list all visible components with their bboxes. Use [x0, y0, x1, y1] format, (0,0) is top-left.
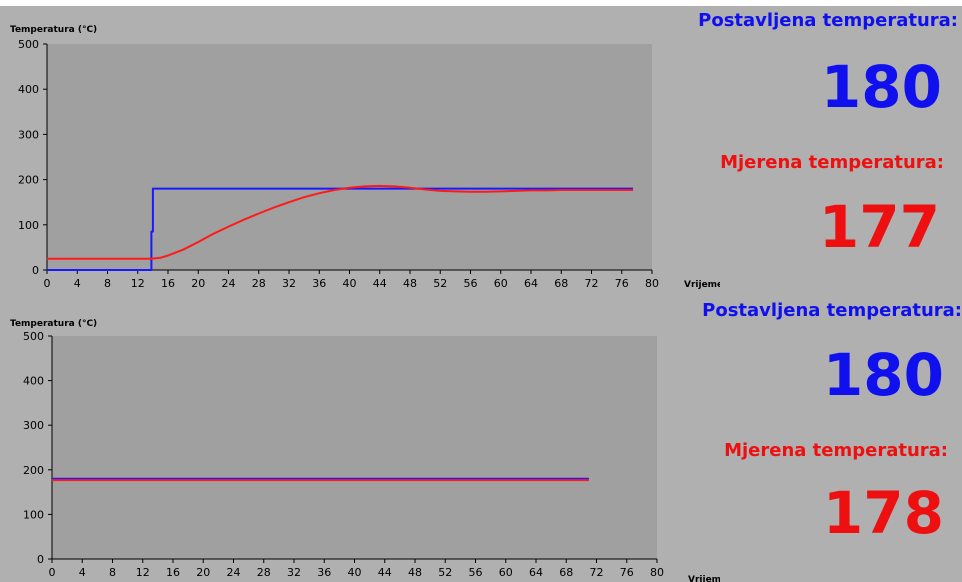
x-tick-label: 8 — [104, 277, 111, 290]
x-tick-label: 12 — [131, 277, 145, 290]
dashboard-panel: 0 100 200 300 400 500 0 4 8 12 16 20 24 28 32 36 40 44 48 5… — [0, 6, 962, 582]
setpoint-value-bottom: 180 — [822, 341, 944, 409]
x-tick-label: 4 — [79, 566, 86, 579]
x-tick-label: 4 — [74, 277, 81, 290]
plot-area — [47, 44, 652, 270]
plot-area — [52, 336, 657, 559]
x-tick-label: 60 — [499, 566, 513, 579]
x-tick-label: 32 — [282, 277, 296, 290]
x-tick-label: 36 — [312, 277, 326, 290]
x-tick-label: 16 — [166, 566, 180, 579]
x-tick-label: 0 — [49, 566, 56, 579]
x-tick-label: 56 — [469, 566, 483, 579]
x-tick-label: 48 — [408, 566, 422, 579]
x-tick-label: 0 — [44, 277, 51, 290]
x-tick-label: 20 — [191, 277, 205, 290]
x-tick-label: 24 — [222, 277, 236, 290]
y-tick-label: 500 — [18, 38, 39, 51]
measured-value-bottom: 178 — [822, 479, 944, 547]
setpoint-value-top: 180 — [820, 53, 942, 121]
x-tick-label: 36 — [317, 566, 331, 579]
x-tick-label: 64 — [529, 566, 543, 579]
x-tick-label: 8 — [109, 566, 116, 579]
x-tick-label: 32 — [287, 566, 301, 579]
x-tick-label: 68 — [559, 566, 573, 579]
x-tick-label: 12 — [136, 566, 150, 579]
setpoint-label-top: Postavljena temperatura: — [698, 10, 958, 31]
y-tick-label: 100 — [23, 508, 44, 521]
x-tick-label: 76 — [620, 566, 634, 579]
x-tick-label: 20 — [196, 566, 210, 579]
x-tick-label: 64 — [524, 277, 538, 290]
x-tick-label: 44 — [378, 566, 392, 579]
x-tick-label: 44 — [373, 277, 387, 290]
x-tick-label: 80 — [650, 566, 664, 579]
x-tick-label: 56 — [464, 277, 478, 290]
x-tick-label: 24 — [227, 566, 241, 579]
measured-value-top: 177 — [818, 193, 940, 261]
y-tick-label: 400 — [23, 375, 44, 388]
x-tick-label: 68 — [554, 277, 568, 290]
y-tick-label: 200 — [18, 174, 39, 187]
y-tick-label: 200 — [23, 464, 44, 477]
y-tick-label: 100 — [18, 219, 39, 232]
series-line-1 — [47, 184, 634, 260]
measured-label-top: Mjerena temperatura: — [720, 152, 944, 173]
y-tick-label: 0 — [32, 264, 39, 277]
y-tick-label: 500 — [23, 330, 44, 343]
x-tick-label: 48 — [403, 277, 417, 290]
x-tick-label: 40 — [343, 277, 357, 290]
x-tick-label: 28 — [257, 566, 271, 579]
x-tick-label: 52 — [438, 566, 452, 579]
series-line-0 — [47, 187, 634, 271]
x-tick-label: 76 — [615, 277, 629, 290]
y-axis-label: Temperatura (°C) — [10, 319, 97, 329]
x-axis-label: Vrijeme (s) — [688, 575, 720, 582]
x-tick-label: 72 — [590, 566, 604, 579]
x-axis-label: Vrijeme (s) — [684, 280, 720, 290]
y-tick-label: 0 — [37, 553, 44, 566]
y-tick-label: 400 — [18, 83, 39, 96]
x-tick-label: 40 — [348, 566, 362, 579]
x-tick-label: 52 — [433, 277, 447, 290]
x-tick-label: 28 — [252, 277, 266, 290]
y-tick-label: 300 — [23, 419, 44, 432]
x-tick-label: 80 — [645, 277, 659, 290]
x-tick-label: 72 — [585, 277, 599, 290]
y-tick-label: 300 — [18, 128, 39, 141]
x-tick-label: 16 — [161, 277, 175, 290]
setpoint-label-bottom: Postavljena temperatura: — [702, 300, 962, 321]
y-axis-label: Temperatura (°C) — [10, 25, 97, 35]
x-tick-label: 60 — [494, 277, 508, 290]
measured-label-bottom: Mjerena temperatura: — [724, 440, 948, 461]
